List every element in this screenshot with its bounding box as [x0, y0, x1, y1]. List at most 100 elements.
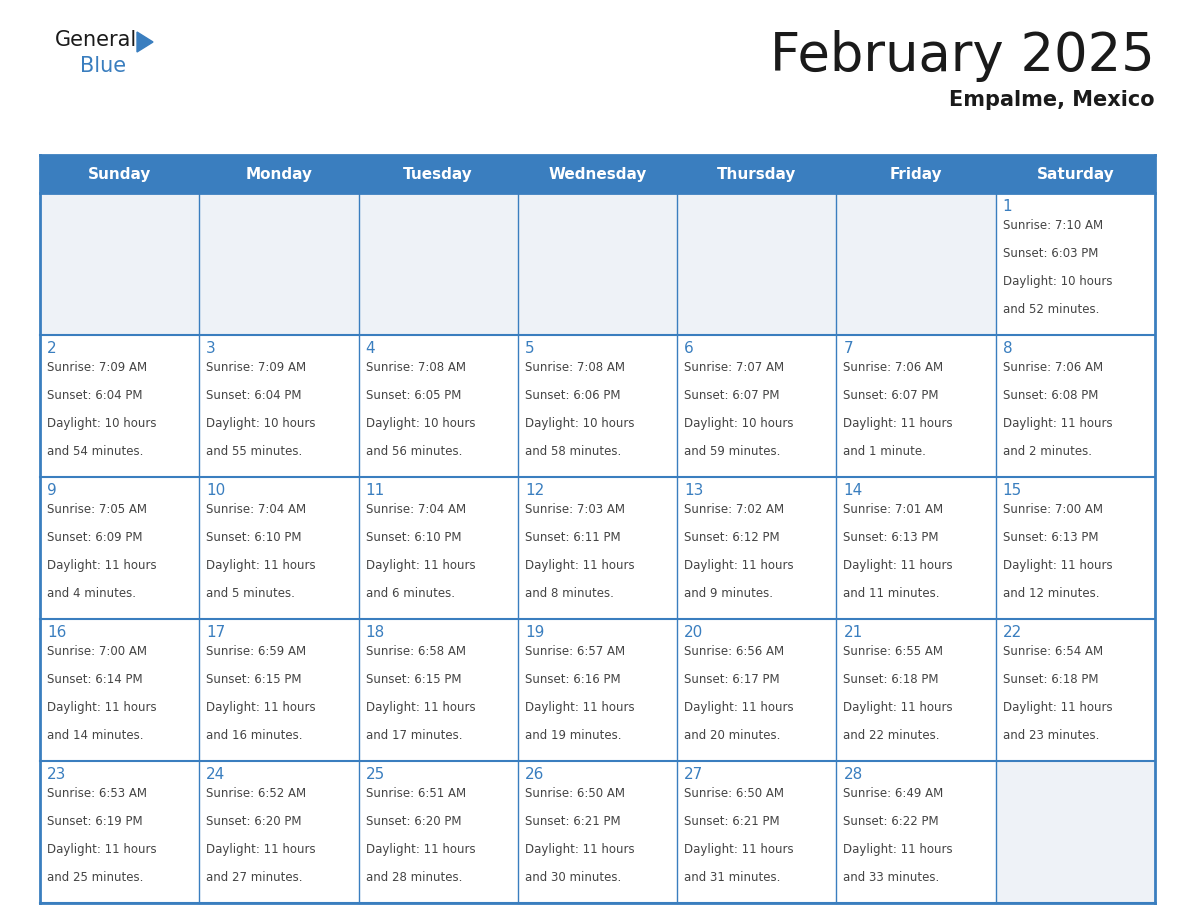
Text: 9: 9: [48, 483, 57, 498]
Text: Sunset: 6:10 PM: Sunset: 6:10 PM: [366, 532, 461, 544]
Bar: [677, 761, 836, 903]
Text: 1: 1: [1003, 199, 1012, 214]
Text: Sunrise: 6:50 AM: Sunrise: 6:50 AM: [525, 787, 625, 800]
Text: Sunrise: 7:02 AM: Sunrise: 7:02 AM: [684, 503, 784, 516]
Text: 4: 4: [366, 341, 375, 356]
Text: and 9 minutes.: and 9 minutes.: [684, 588, 773, 600]
Bar: [996, 335, 1155, 477]
Text: Sunset: 6:04 PM: Sunset: 6:04 PM: [48, 389, 143, 402]
Bar: [359, 193, 518, 335]
Text: Sunset: 6:18 PM: Sunset: 6:18 PM: [843, 673, 939, 686]
Text: Sunrise: 7:08 AM: Sunrise: 7:08 AM: [366, 361, 466, 374]
Text: General: General: [55, 30, 138, 50]
Bar: [40, 155, 1155, 193]
Text: and 12 minutes.: and 12 minutes.: [1003, 588, 1099, 600]
Text: Daylight: 11 hours: Daylight: 11 hours: [1003, 701, 1112, 714]
Text: Sunrise: 6:49 AM: Sunrise: 6:49 AM: [843, 787, 943, 800]
Text: Sunset: 6:12 PM: Sunset: 6:12 PM: [684, 532, 779, 544]
Text: 13: 13: [684, 483, 703, 498]
Text: Sunrise: 6:55 AM: Sunrise: 6:55 AM: [843, 645, 943, 658]
Text: and 1 minute.: and 1 minute.: [843, 445, 927, 458]
Bar: [200, 761, 359, 903]
Bar: [359, 335, 518, 477]
Text: Daylight: 11 hours: Daylight: 11 hours: [48, 559, 157, 572]
Text: and 59 minutes.: and 59 minutes.: [684, 445, 781, 458]
Text: Sunset: 6:19 PM: Sunset: 6:19 PM: [48, 815, 143, 828]
Text: Sunset: 6:17 PM: Sunset: 6:17 PM: [684, 673, 779, 686]
Bar: [359, 477, 518, 619]
Bar: [677, 619, 836, 761]
Bar: [836, 761, 996, 903]
Text: Daylight: 11 hours: Daylight: 11 hours: [207, 701, 316, 714]
Text: Empalme, Mexico: Empalme, Mexico: [949, 90, 1155, 110]
Bar: [200, 619, 359, 761]
Bar: [996, 619, 1155, 761]
Text: 14: 14: [843, 483, 862, 498]
Text: Sunrise: 6:56 AM: Sunrise: 6:56 AM: [684, 645, 784, 658]
Text: Daylight: 11 hours: Daylight: 11 hours: [525, 701, 634, 714]
Bar: [836, 477, 996, 619]
Text: and 58 minutes.: and 58 minutes.: [525, 445, 621, 458]
Text: Sunrise: 7:08 AM: Sunrise: 7:08 AM: [525, 361, 625, 374]
Bar: [200, 193, 359, 335]
Bar: [40, 193, 200, 335]
Text: Sunrise: 7:10 AM: Sunrise: 7:10 AM: [1003, 219, 1102, 232]
Text: Sunset: 6:14 PM: Sunset: 6:14 PM: [48, 673, 143, 686]
Text: Sunrise: 7:01 AM: Sunrise: 7:01 AM: [843, 503, 943, 516]
Text: Saturday: Saturday: [1036, 166, 1114, 182]
Text: Daylight: 10 hours: Daylight: 10 hours: [684, 417, 794, 431]
Text: Daylight: 10 hours: Daylight: 10 hours: [1003, 275, 1112, 288]
Text: Sunrise: 7:04 AM: Sunrise: 7:04 AM: [207, 503, 307, 516]
Text: and 28 minutes.: and 28 minutes.: [366, 871, 462, 884]
Text: and 11 minutes.: and 11 minutes.: [843, 588, 940, 600]
Text: 25: 25: [366, 767, 385, 782]
Text: 3: 3: [207, 341, 216, 356]
Text: Monday: Monday: [246, 166, 312, 182]
Bar: [996, 761, 1155, 903]
Text: Thursday: Thursday: [718, 166, 796, 182]
Text: 23: 23: [48, 767, 67, 782]
Text: Sunset: 6:07 PM: Sunset: 6:07 PM: [684, 389, 779, 402]
Text: Sunset: 6:04 PM: Sunset: 6:04 PM: [207, 389, 302, 402]
Text: 26: 26: [525, 767, 544, 782]
Text: 7: 7: [843, 341, 853, 356]
Text: and 23 minutes.: and 23 minutes.: [1003, 729, 1099, 743]
Text: and 56 minutes.: and 56 minutes.: [366, 445, 462, 458]
Text: 8: 8: [1003, 341, 1012, 356]
Bar: [359, 619, 518, 761]
Text: and 27 minutes.: and 27 minutes.: [207, 871, 303, 884]
Text: Sunrise: 6:54 AM: Sunrise: 6:54 AM: [1003, 645, 1102, 658]
Text: Daylight: 11 hours: Daylight: 11 hours: [1003, 417, 1112, 431]
Text: Wednesday: Wednesday: [549, 166, 646, 182]
Text: Sunrise: 7:06 AM: Sunrise: 7:06 AM: [843, 361, 943, 374]
Text: and 25 minutes.: and 25 minutes.: [48, 871, 144, 884]
Text: 24: 24: [207, 767, 226, 782]
Text: Tuesday: Tuesday: [404, 166, 473, 182]
Bar: [40, 619, 200, 761]
Bar: [200, 335, 359, 477]
Text: and 16 minutes.: and 16 minutes.: [207, 729, 303, 743]
Text: Daylight: 11 hours: Daylight: 11 hours: [684, 844, 794, 856]
Text: 16: 16: [48, 625, 67, 640]
Text: Sunset: 6:09 PM: Sunset: 6:09 PM: [48, 532, 143, 544]
Bar: [996, 477, 1155, 619]
Text: 18: 18: [366, 625, 385, 640]
Bar: [40, 335, 200, 477]
Text: Sunset: 6:22 PM: Sunset: 6:22 PM: [843, 815, 939, 828]
Text: Daylight: 11 hours: Daylight: 11 hours: [843, 559, 953, 572]
Text: Sunrise: 6:57 AM: Sunrise: 6:57 AM: [525, 645, 625, 658]
Text: Sunrise: 6:59 AM: Sunrise: 6:59 AM: [207, 645, 307, 658]
Text: Sunrise: 7:04 AM: Sunrise: 7:04 AM: [366, 503, 466, 516]
Text: Sunrise: 6:50 AM: Sunrise: 6:50 AM: [684, 787, 784, 800]
Text: and 33 minutes.: and 33 minutes.: [843, 871, 940, 884]
Text: Sunset: 6:20 PM: Sunset: 6:20 PM: [207, 815, 302, 828]
Text: Sunset: 6:06 PM: Sunset: 6:06 PM: [525, 389, 620, 402]
Text: Sunset: 6:10 PM: Sunset: 6:10 PM: [207, 532, 302, 544]
Text: Daylight: 10 hours: Daylight: 10 hours: [366, 417, 475, 431]
Text: and 8 minutes.: and 8 minutes.: [525, 588, 614, 600]
Bar: [40, 477, 200, 619]
Text: Sunrise: 7:05 AM: Sunrise: 7:05 AM: [48, 503, 147, 516]
Text: Daylight: 11 hours: Daylight: 11 hours: [843, 417, 953, 431]
Text: February 2025: February 2025: [770, 30, 1155, 82]
Text: and 20 minutes.: and 20 minutes.: [684, 729, 781, 743]
